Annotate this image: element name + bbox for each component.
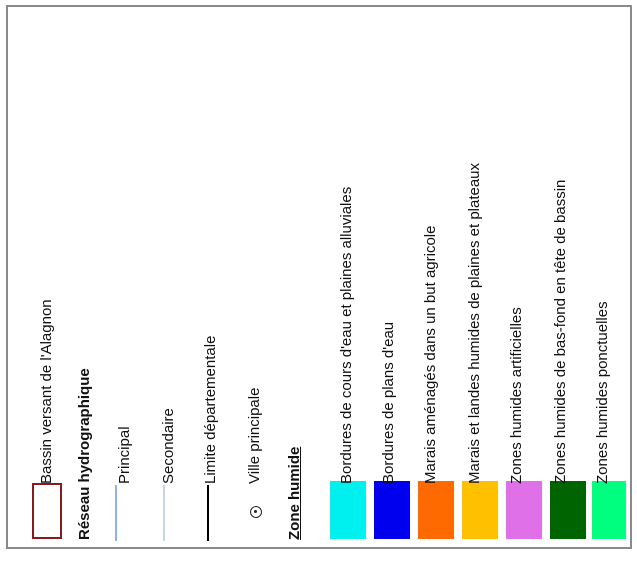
zone-swatch-bas-fond: [550, 481, 586, 539]
principal-river-line: [115, 485, 117, 541]
zone-label-bas-fond: Zones humides de bas-fond en tête de bas…: [552, 179, 569, 484]
zone-label-marais-landes: Marais et landes humides de plaines et p…: [466, 162, 483, 484]
secondaire-river-line: [163, 485, 165, 541]
zone-label-ponctuelles: Zones humides ponctuelles: [594, 301, 611, 484]
zone-swatch-bordures-cours-eau: [330, 481, 366, 539]
zone-humide-title: Zone humide: [286, 446, 303, 540]
zone-label-marais-amenages: Marais aménagés dans un but agricole: [422, 225, 439, 485]
principal-label: Principal: [116, 426, 133, 484]
zone-swatch-marais-amenages: [418, 481, 454, 539]
reseau-title: Réseau hydrographique: [76, 368, 93, 540]
secondaire-label: Secondaire: [160, 408, 177, 484]
bassin-outline-swatch: [32, 483, 62, 539]
limite-departementale-line: [207, 485, 209, 541]
bassin-label: Bassin versant de l'Alagnon: [38, 299, 55, 484]
zone-swatch-bordures-plans-eau: [374, 481, 410, 539]
zone-swatch-artificielles: [506, 481, 542, 539]
zone-label-bordures-plans-eau: Bordures de plans d'eau: [380, 321, 397, 484]
limite-label: Limite départementale: [202, 335, 219, 484]
zone-swatch-ponctuelles: [592, 481, 626, 539]
ville-label: Ville principale: [246, 387, 263, 484]
zone-label-artificielles: Zones humides artificielles: [508, 307, 525, 484]
city-point-icon: [250, 506, 262, 518]
legend-panel: Bassin versant de l'Alagnon Réseau hydro…: [6, 5, 632, 549]
zone-swatch-marais-landes: [462, 481, 498, 539]
zone-label-bordures-cours-eau: Bordures de cours d'eau et plaines alluv…: [338, 186, 355, 484]
